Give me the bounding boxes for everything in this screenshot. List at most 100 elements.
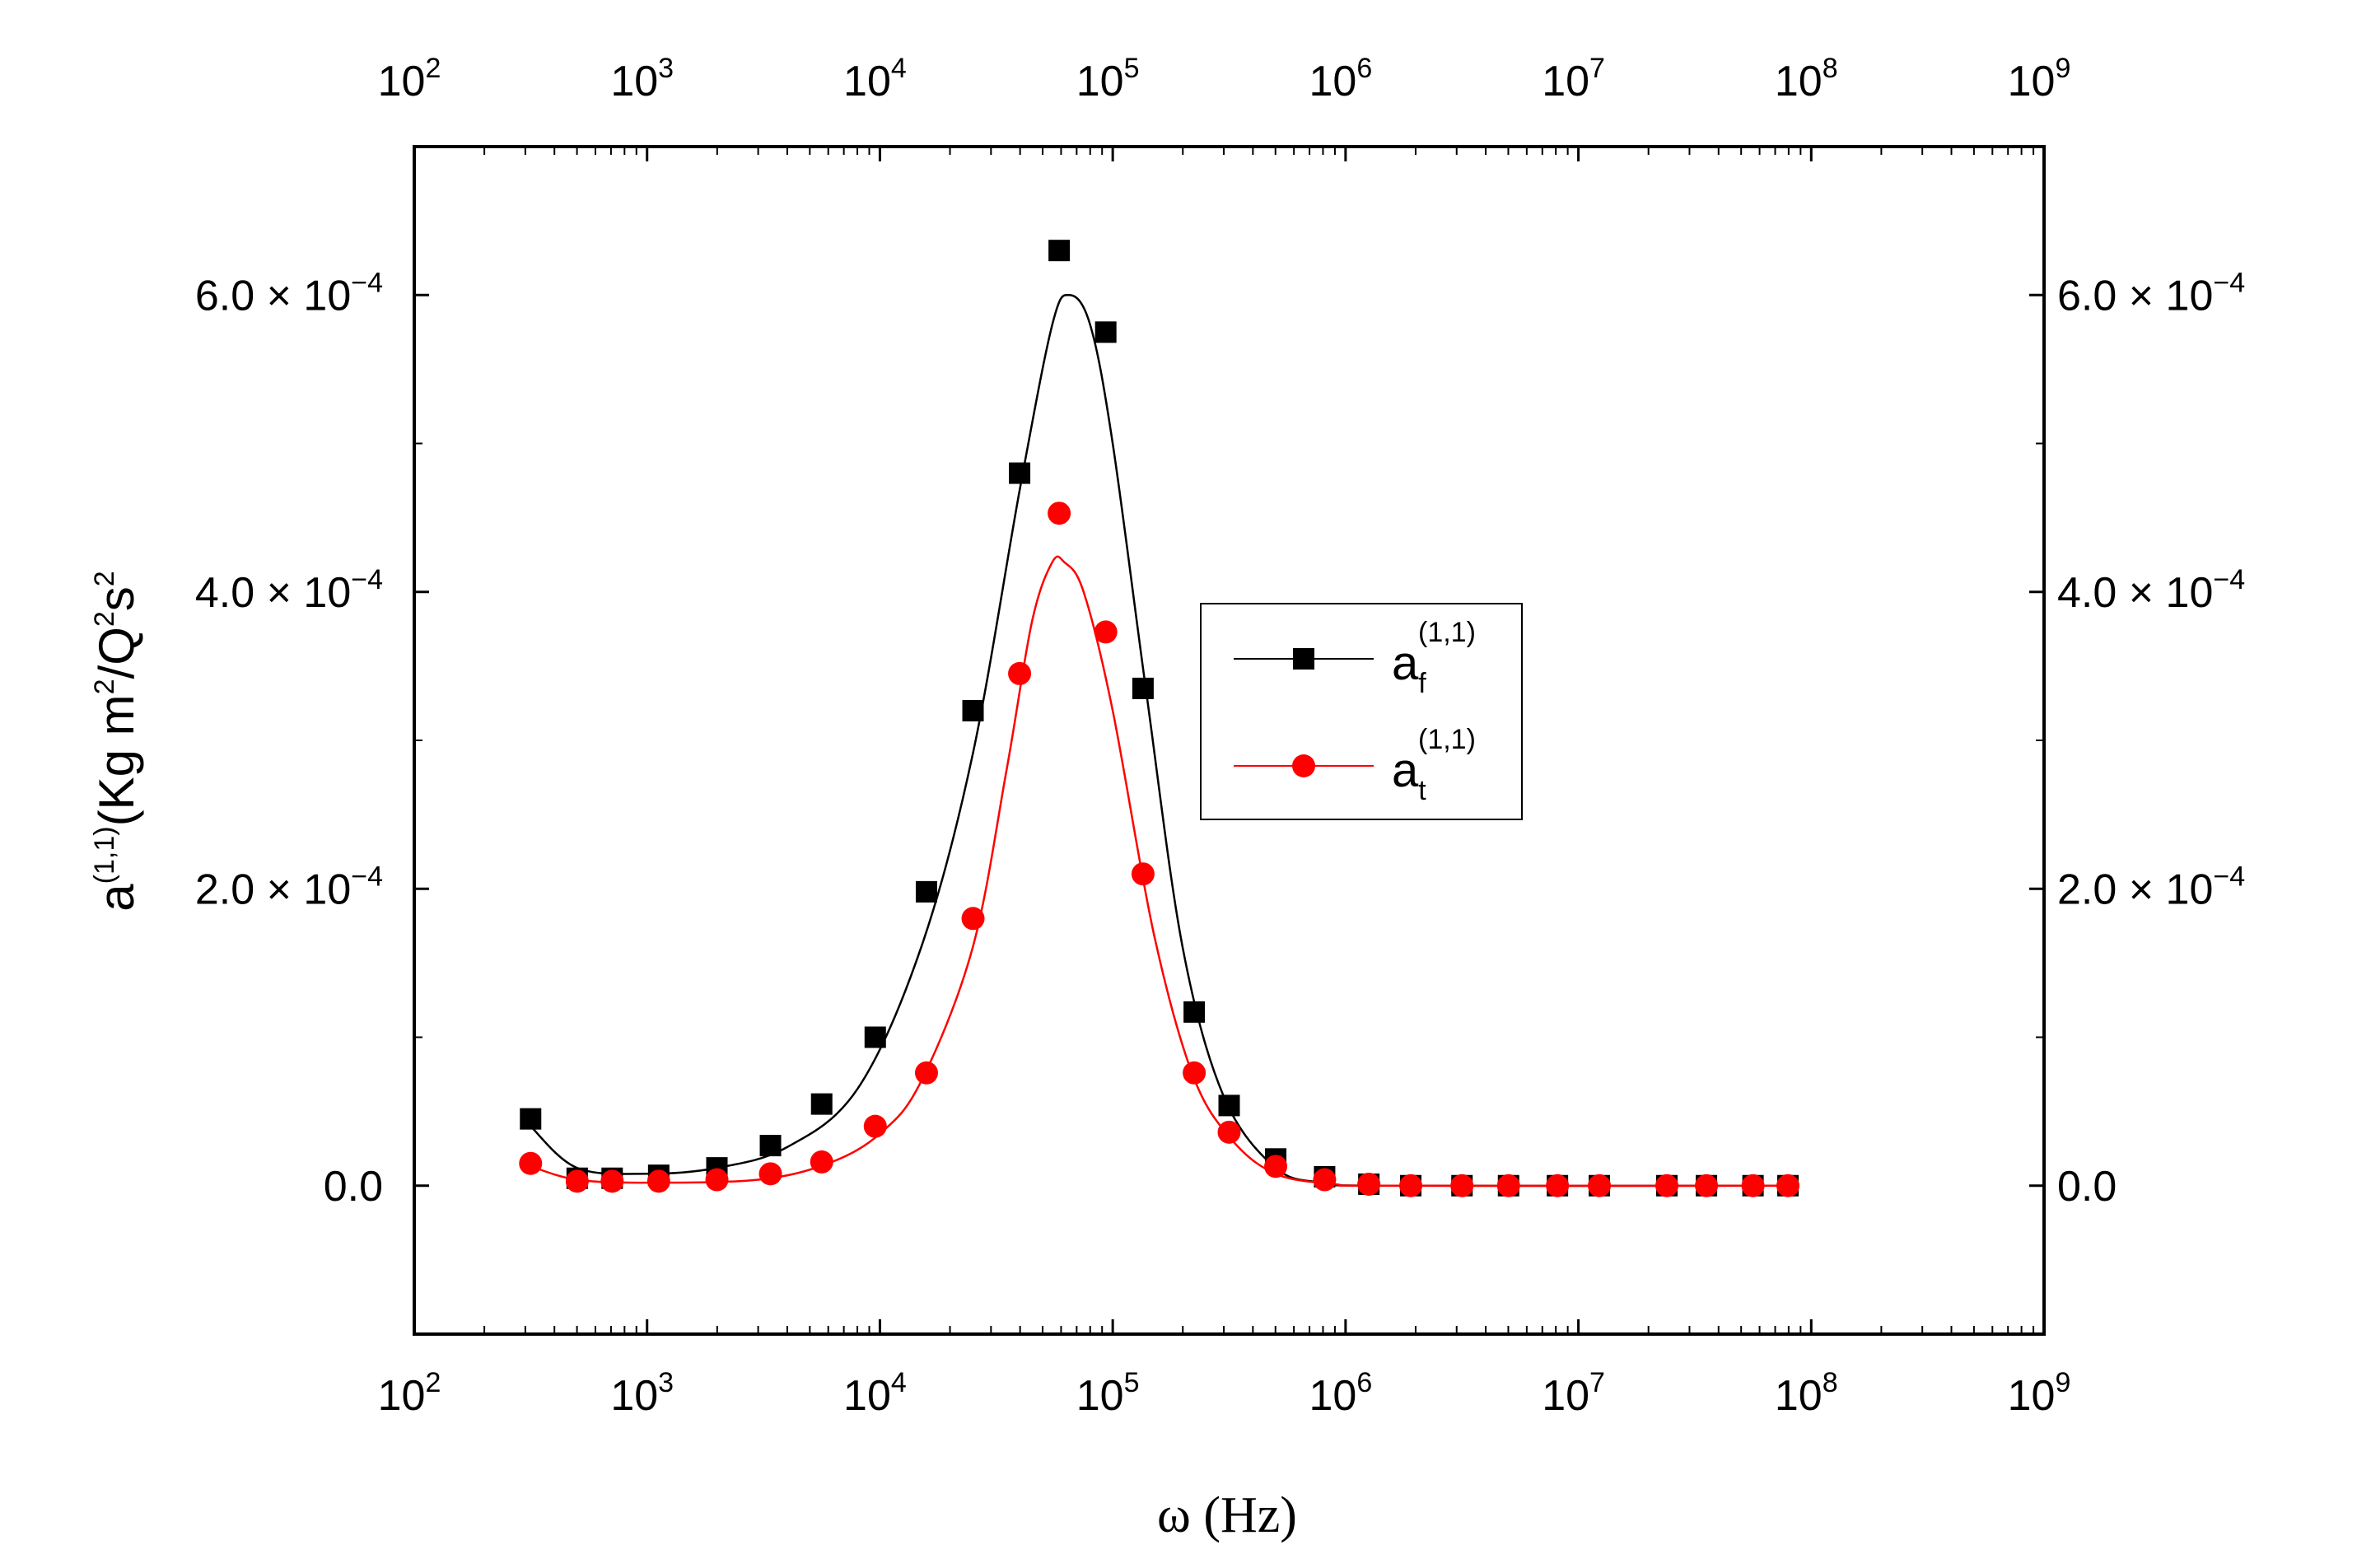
data-point-f: [759, 1135, 782, 1157]
x-tick-exp: 8: [1823, 1367, 1838, 1398]
y-label-sup4: 2: [89, 571, 120, 586]
x-tick-label-top: 108: [1775, 53, 1838, 105]
minor-ticks: [414, 146, 2044, 1335]
data-point-t: [1496, 1174, 1520, 1197]
x-tick-labels: 1021021031031041041051051061061071071081…: [378, 53, 2071, 1420]
x-tick-exp: 9: [2055, 53, 2070, 84]
y-label-sup2: 2: [89, 679, 120, 694]
x-axis-label: ω (Hz): [1157, 1487, 1297, 1543]
y-tick-label-left: 0.0: [324, 1163, 383, 1211]
y-tick-label-right: 4.0 × 10−4: [2057, 564, 2245, 617]
y-tick-label-left: 6.0 × 10−4: [195, 267, 383, 320]
x-tick-label-top: 102: [378, 53, 441, 105]
data-point-t: [1357, 1172, 1381, 1196]
fit-lines: [530, 293, 1789, 1188]
data-point-f: [1048, 240, 1071, 262]
data-point-t: [1776, 1174, 1800, 1197]
x-tick-exp: 5: [1124, 1367, 1140, 1398]
y-tick-mantissa: 2.0 × 10: [195, 866, 351, 913]
legend-label-t: at (1,1): [1392, 724, 1476, 806]
data-point-t: [1695, 1174, 1719, 1197]
x-tick-base: 10: [610, 1372, 658, 1420]
x-tick-exp: 2: [425, 1367, 441, 1398]
y-tick-exp: −4: [2213, 564, 2245, 595]
legend: af(1,1) at(1,1): [1200, 603, 1523, 820]
y-label-text3: s: [89, 586, 144, 611]
x-tick-exp: 5: [1124, 53, 1140, 84]
y-tick-label-right: 0.0: [2057, 1163, 2117, 1211]
data-point-t: [810, 1150, 833, 1174]
x-tick-label-bottom: 107: [1542, 1367, 1605, 1420]
y-tick-label-right: 6.0 × 10−4: [2057, 267, 2245, 320]
x-tick-exp: 6: [1356, 1367, 1372, 1398]
x-tick-base: 10: [843, 58, 891, 105]
x-tick-base: 10: [2008, 1372, 2056, 1420]
data-point-t: [1048, 502, 1071, 525]
y-tick-exp: −4: [2213, 861, 2245, 892]
x-tick-label-bottom: 106: [1309, 1367, 1372, 1420]
x-tick-base: 10: [1775, 1372, 1823, 1420]
y-tick-label-left: 2.0 × 10−4: [195, 861, 383, 913]
x-tick-exp: 9: [2055, 1367, 2070, 1398]
legend-marker-t: [1292, 754, 1315, 777]
legend-f-base: a: [1392, 637, 1419, 690]
x-tick-exp: 4: [891, 1367, 907, 1398]
data-point-t: [1183, 1061, 1207, 1085]
data-point-t: [1094, 620, 1118, 644]
x-tick-label-top: 103: [610, 53, 674, 105]
x-tick-label-top: 104: [843, 53, 907, 105]
y-tick-mantissa: 4.0 × 10: [195, 569, 351, 617]
y-tick-mantissa: 2.0 × 10: [2057, 866, 2213, 913]
x-tick-base: 10: [1542, 58, 1589, 105]
y-tick-mantissa: 6.0 × 10: [195, 272, 351, 320]
y-tick-exp: −4: [351, 861, 383, 892]
data-point-t: [1399, 1174, 1423, 1197]
x-tick-label-bottom: 109: [2008, 1367, 2071, 1420]
data-point-t: [1546, 1174, 1570, 1197]
data-point-f: [1218, 1094, 1240, 1117]
y-tick-mantissa: 4.0 × 10: [2057, 569, 2213, 617]
legend-t-sub: t: [1418, 775, 1426, 806]
data-point-t: [1588, 1174, 1612, 1197]
y-label-text2: /Q: [89, 627, 144, 679]
y-tick-exp: −4: [2213, 267, 2245, 298]
legend-f-sup: (1,1): [1418, 617, 1476, 648]
x-tick-base: 10: [1775, 58, 1823, 105]
fit-line-t: [530, 555, 1789, 1188]
major-ticks: [413, 147, 2046, 1334]
y-tick-mantissa: 6.0 × 10: [2057, 272, 2213, 320]
data-point-t: [1217, 1120, 1241, 1144]
x-tick-exp: 3: [658, 53, 674, 84]
x-tick-base: 10: [1309, 1372, 1356, 1420]
data-point-t: [1450, 1174, 1474, 1197]
legend-t-base: a: [1392, 744, 1419, 797]
data-point-f: [520, 1108, 542, 1130]
data-point-t: [914, 1061, 938, 1085]
y-tick-mantissa: 0.0: [324, 1163, 383, 1211]
legend-marker-f: [1293, 648, 1314, 670]
y-label-text1: (Kg m: [89, 694, 144, 826]
data-point-t: [758, 1162, 782, 1186]
x-tick-exp: 7: [1589, 1367, 1605, 1398]
data-point-f: [915, 880, 937, 903]
y-tick-label-left: 4.0 × 10−4: [195, 564, 383, 617]
x-tick-base: 10: [1309, 58, 1356, 105]
data-point-f: [864, 1026, 886, 1048]
data-point-f: [810, 1093, 833, 1115]
data-point-t: [1313, 1168, 1337, 1192]
x-tick-label-top: 106: [1309, 53, 1372, 105]
data-point-t: [1131, 862, 1155, 886]
x-tick-base: 10: [1542, 1372, 1589, 1420]
data-point-t: [1008, 661, 1032, 685]
x-tick-base: 10: [1076, 1372, 1124, 1420]
x-tick-label-top: 107: [1542, 53, 1605, 105]
x-tick-label-bottom: 108: [1775, 1367, 1838, 1420]
data-point-f: [1132, 677, 1154, 699]
y-tick-exp: −4: [351, 267, 383, 298]
data-point-t: [1264, 1155, 1288, 1178]
data-point-f: [962, 699, 984, 721]
data-point-t: [1741, 1174, 1765, 1197]
legend-f-sub: f: [1418, 668, 1426, 699]
x-tick-label-bottom: 104: [843, 1367, 907, 1420]
